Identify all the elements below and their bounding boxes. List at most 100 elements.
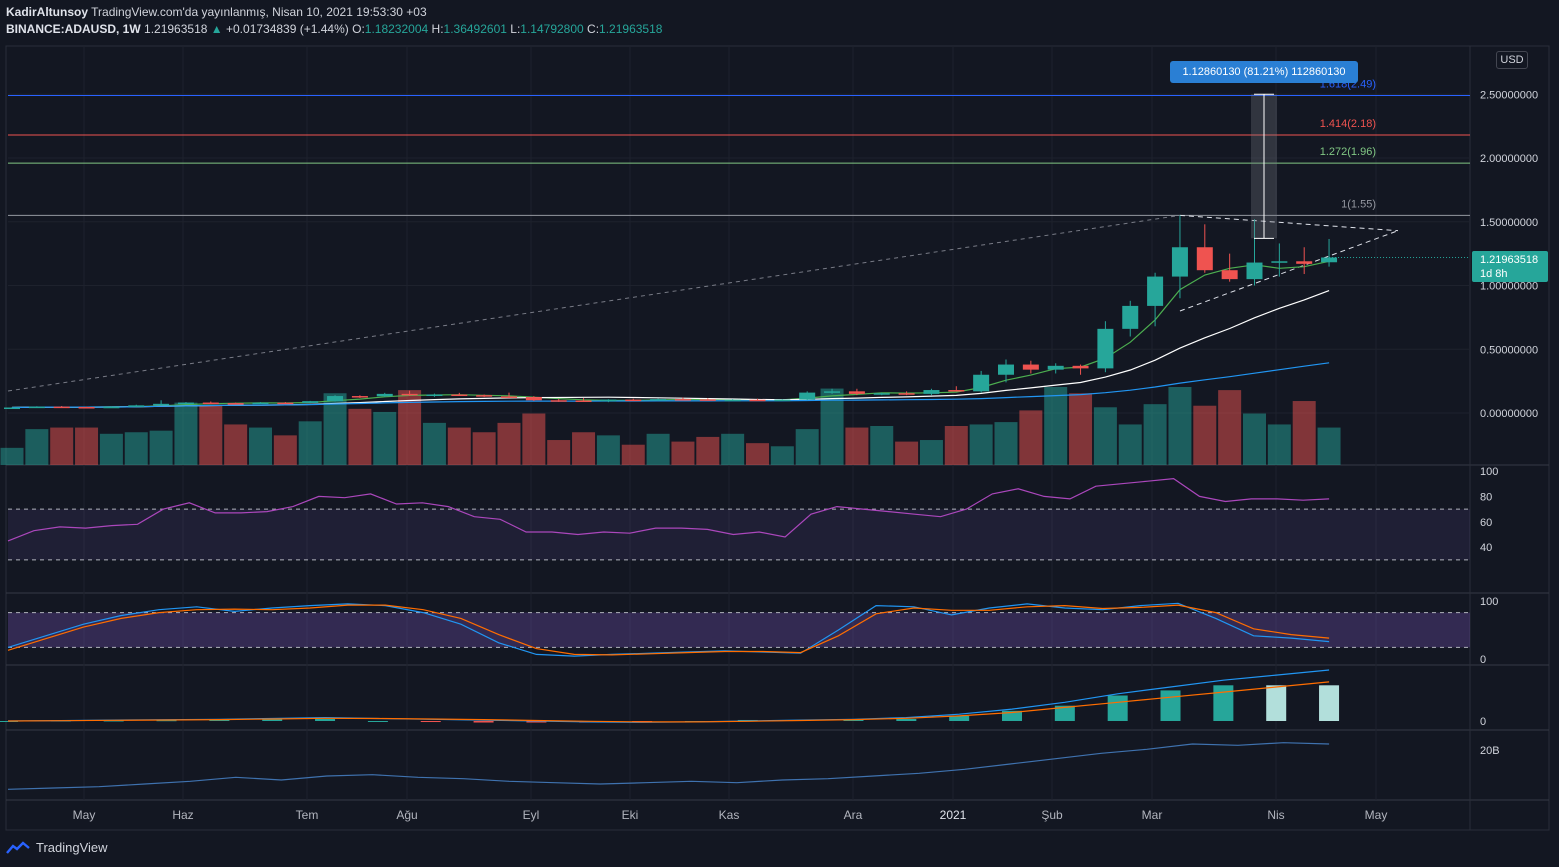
candle-body xyxy=(202,402,219,405)
candle-body xyxy=(824,391,841,393)
price-tick-label: 1.00000000 xyxy=(1480,281,1538,293)
volume-bar xyxy=(398,390,422,465)
candle-body xyxy=(177,402,194,405)
volume-bar xyxy=(646,433,670,465)
publish-info: KadirAltunsoy TradingView.com'da yayınla… xyxy=(6,5,427,19)
volume-bar xyxy=(1118,424,1142,465)
candle-body xyxy=(1047,365,1064,370)
candle-body xyxy=(550,400,567,402)
macd-histogram-bar xyxy=(843,719,864,721)
volume-bar xyxy=(895,441,919,465)
candle-body xyxy=(327,396,344,402)
volume-bar xyxy=(174,402,198,465)
volume-bar xyxy=(422,422,446,465)
stoch-tick-label: 100 xyxy=(1480,596,1498,608)
candle-body xyxy=(625,399,642,402)
candle-body xyxy=(674,399,691,401)
price-change: +0.01734839 (+1.44%) xyxy=(226,22,349,36)
author-name[interactable]: KadirAltunsoy xyxy=(6,5,89,19)
volume-bar xyxy=(621,444,645,465)
candle-body xyxy=(277,402,294,405)
candle-body xyxy=(252,402,269,405)
volume-bar xyxy=(994,422,1018,465)
volume-bar xyxy=(795,429,819,465)
time-tick-label: Tem xyxy=(296,808,319,822)
time-tick-label: Eki xyxy=(622,808,639,822)
volume-bar xyxy=(224,424,248,465)
volume-bar xyxy=(199,405,223,465)
brand-name[interactable]: TradingView xyxy=(36,840,108,855)
volume-bar xyxy=(0,447,24,465)
volume-bar xyxy=(1019,410,1043,465)
macd-histogram-bar xyxy=(949,715,970,721)
candle-body xyxy=(1271,261,1288,263)
time-tick-label: Şub xyxy=(1041,808,1063,822)
volume-bar xyxy=(845,427,869,465)
volume-bar xyxy=(1267,424,1291,465)
candle-body xyxy=(1072,365,1089,369)
trendline xyxy=(7,214,1181,392)
volume-bar xyxy=(75,427,99,465)
volume-bar xyxy=(696,436,720,465)
tradingview-logo-icon xyxy=(6,840,30,854)
volume-bar xyxy=(1044,387,1068,465)
rsi-tick-label: 40 xyxy=(1480,542,1492,554)
up-arrow-icon: ▲ xyxy=(210,22,223,36)
candle-body xyxy=(699,399,716,401)
volume-bar xyxy=(249,427,272,465)
measure-label: 1.12860130 (81.21%) 112860130 xyxy=(1170,61,1358,83)
candle-body xyxy=(724,399,741,402)
time-tick-label: 2021 xyxy=(940,808,967,822)
rsi-tick-label: 60 xyxy=(1480,517,1492,529)
chart-frame xyxy=(5,45,1550,831)
time-tick-label: Kas xyxy=(719,808,740,822)
candle-body xyxy=(1296,261,1313,264)
close-label: C: xyxy=(587,22,600,36)
candle-body xyxy=(426,394,443,397)
volume-bar xyxy=(746,443,769,465)
last-price: 1.21963518 xyxy=(144,22,208,36)
volume-bar xyxy=(373,411,397,465)
volume-bar xyxy=(99,433,123,465)
rsi-tick-label: 100 xyxy=(1480,466,1498,478)
candle-body xyxy=(153,403,170,406)
currency-label[interactable]: USD xyxy=(1496,51,1528,69)
candle-body xyxy=(501,396,517,398)
countdown: 1d 8h xyxy=(1480,268,1508,280)
rsi-tick-label: 80 xyxy=(1480,491,1492,503)
macd-histogram-bar xyxy=(1001,710,1022,721)
candle-body xyxy=(998,364,1014,375)
candle-body xyxy=(873,393,890,395)
volume-bar xyxy=(820,388,844,465)
candle-body xyxy=(302,401,319,403)
price-tick-label: 2.00000000 xyxy=(1480,153,1538,165)
candle-body xyxy=(923,390,940,394)
low-label: L: xyxy=(510,22,521,36)
stoch-tick-label: 0 xyxy=(1480,654,1486,666)
fib-level-label: 1.414(2.18) xyxy=(1320,118,1376,130)
volume-bar xyxy=(522,413,546,465)
price-tick-label: 0.00000000 xyxy=(1480,408,1538,420)
time-tick-label: Eyl xyxy=(523,808,540,822)
candle-body xyxy=(1221,270,1238,280)
candle-body xyxy=(1171,247,1188,277)
candle-body xyxy=(600,399,617,402)
macd-signal-line xyxy=(7,681,1330,723)
candle-body xyxy=(525,397,542,401)
candle-body xyxy=(799,392,816,400)
candle-body xyxy=(53,406,70,409)
candle-body xyxy=(28,406,45,409)
candle-body xyxy=(451,394,468,397)
macd-histogram-bar xyxy=(156,720,177,722)
volume-bar xyxy=(596,435,620,465)
volume-trend-tick-label: 20B xyxy=(1480,745,1500,757)
macd-histogram-bar xyxy=(1107,695,1128,721)
volume-bar xyxy=(969,424,993,465)
symbol-name[interactable]: BINANCE:ADAUSD, 1W xyxy=(6,22,141,36)
volume-bar xyxy=(1143,404,1167,465)
macd-histogram-bar xyxy=(420,721,441,723)
symbol-legend: BINANCE:ADAUSD, 1W 1.21963518 ▲ +0.01734… xyxy=(6,22,662,36)
triangle-upper-line xyxy=(1179,214,1399,232)
candle-body xyxy=(476,395,493,397)
